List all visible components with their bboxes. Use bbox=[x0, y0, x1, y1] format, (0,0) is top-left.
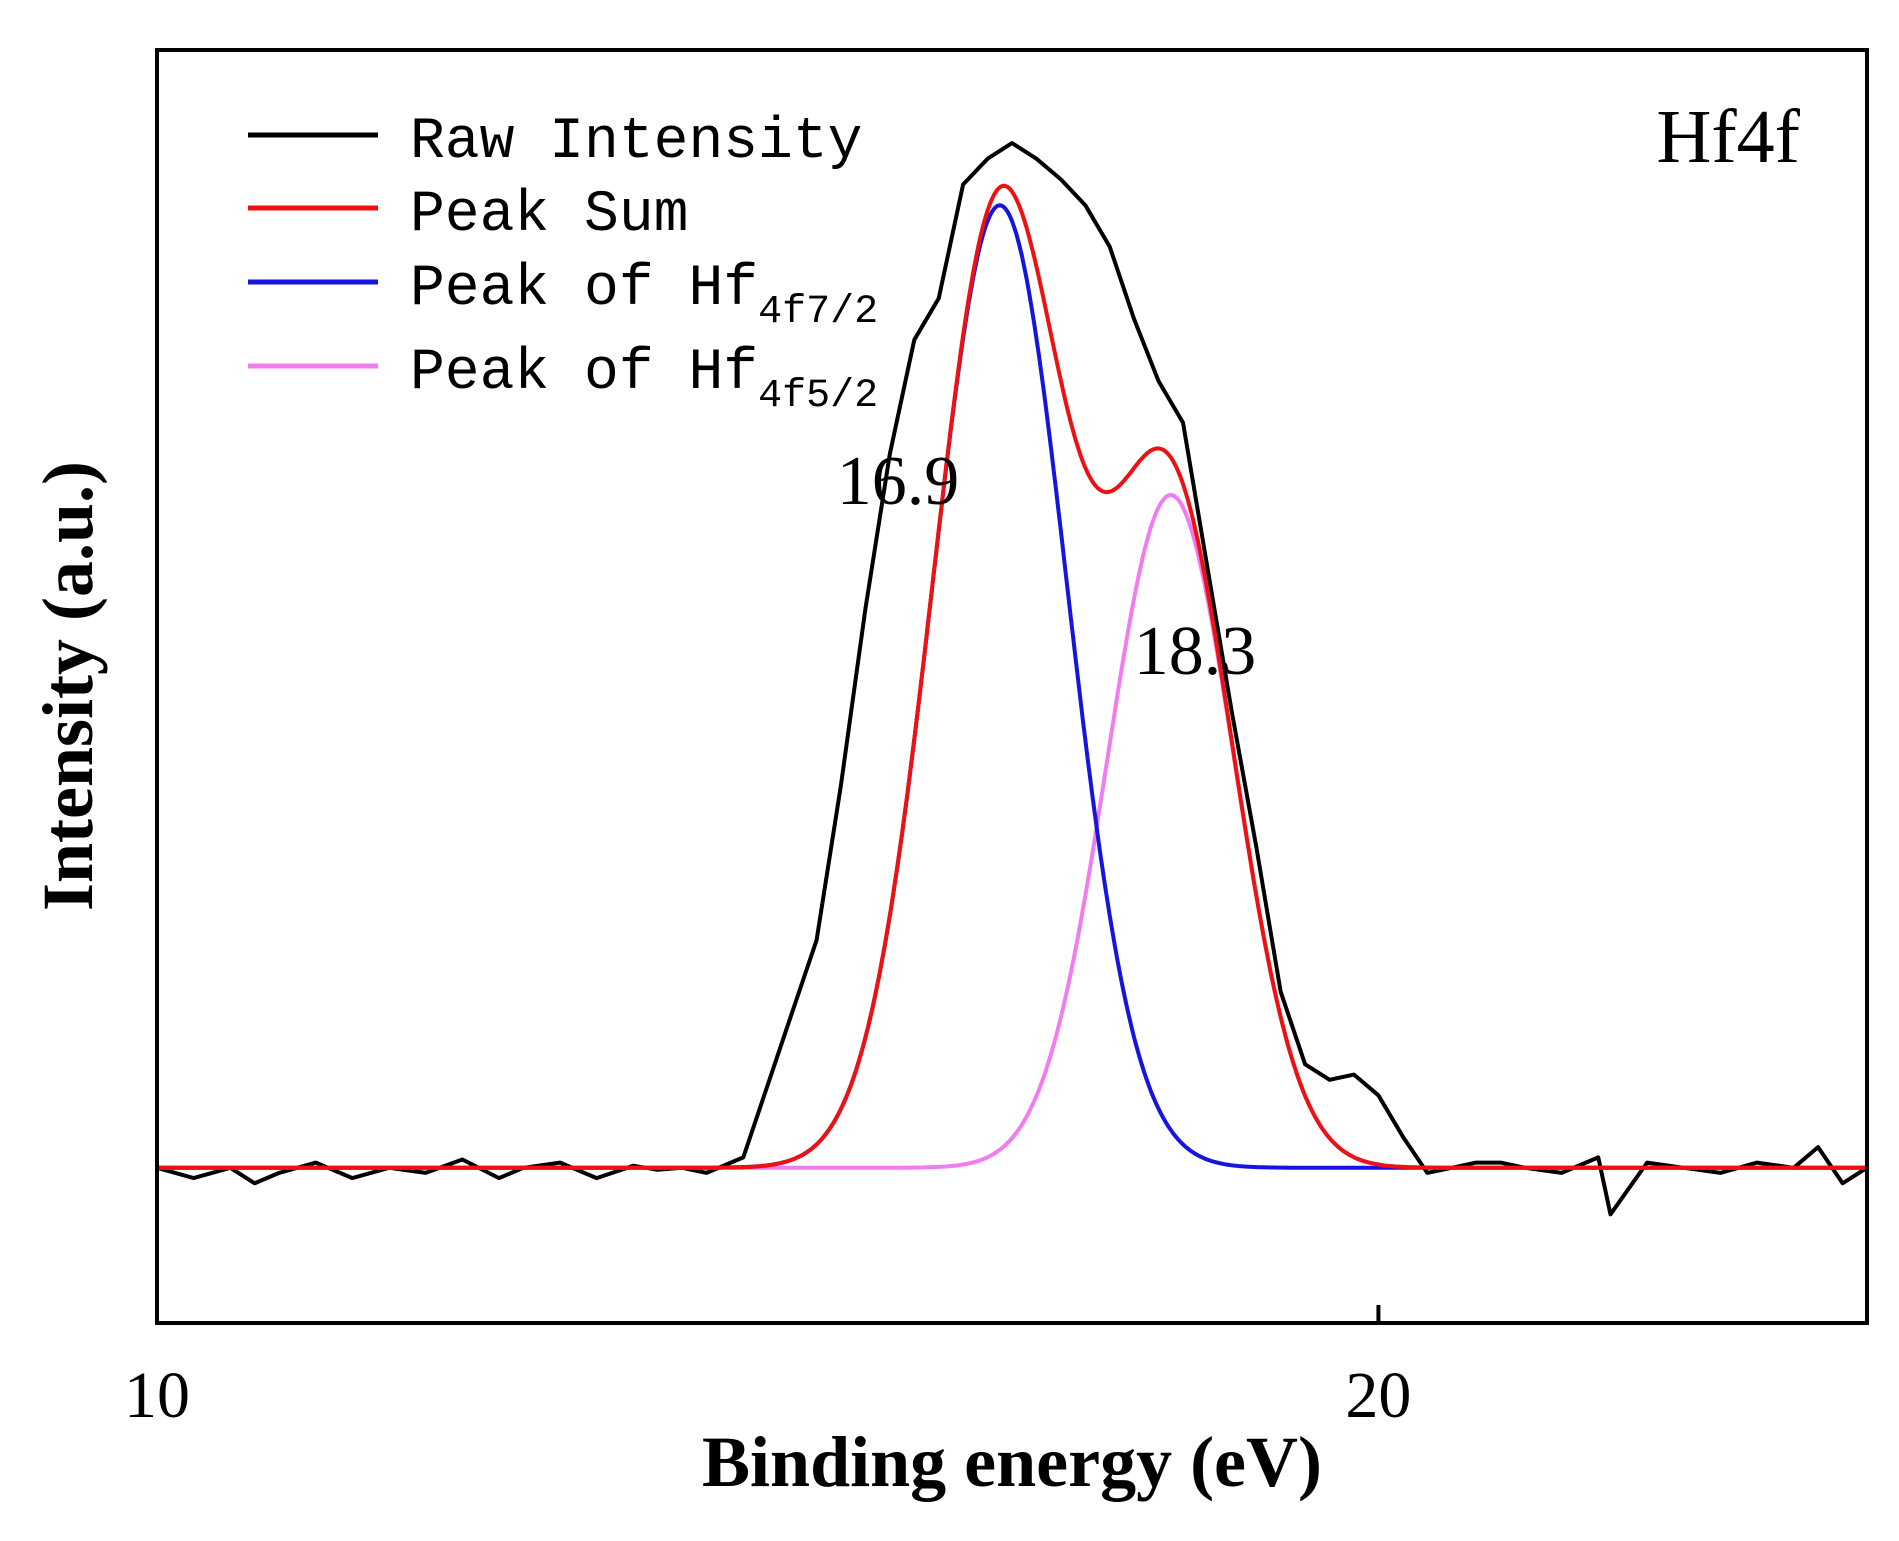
legend-label-hf-4f7-2-sub: 4f7/2 bbox=[758, 290, 878, 335]
legend-label-hf-4f7-2: Peak of Hf4f7/2 bbox=[410, 257, 878, 335]
legend-label-hf-4f5-2-main: Peak of Hf bbox=[410, 341, 758, 406]
annotation-peak-16-9: 16.9 bbox=[837, 443, 960, 520]
y-axis-title: Intensity (a.u.) bbox=[28, 461, 108, 911]
legend-label-peak-sum: Peak Sum bbox=[410, 183, 688, 248]
legend-label-hf-4f7-2-main: Peak of Hf bbox=[410, 257, 758, 322]
chart-title: Hf4f bbox=[1656, 95, 1800, 179]
tick-layer: 10 20 bbox=[124, 1305, 1411, 1432]
legend: Raw Intensity Peak Sum Peak of Hf4f7/2 P… bbox=[248, 110, 878, 419]
series-line-1 bbox=[157, 183, 1867, 1170]
x-tick-label-0: 10 bbox=[124, 1359, 190, 1432]
series-line-0 bbox=[156, 141, 1869, 1217]
series-layer bbox=[156, 141, 1869, 1217]
x-tick-label-1: 20 bbox=[1345, 1359, 1411, 1432]
legend-label-hf-4f5-2: Peak of Hf4f5/2 bbox=[410, 341, 878, 419]
legend-label-raw: Raw Intensity bbox=[410, 110, 862, 175]
annotation-peak-18-3: 18.3 bbox=[1134, 613, 1257, 690]
legend-label-hf-4f5-2-sub: 4f5/2 bbox=[758, 374, 878, 419]
x-axis-title: Binding energy (eV) bbox=[702, 1422, 1322, 1502]
plot-frame bbox=[155, 48, 1869, 1325]
